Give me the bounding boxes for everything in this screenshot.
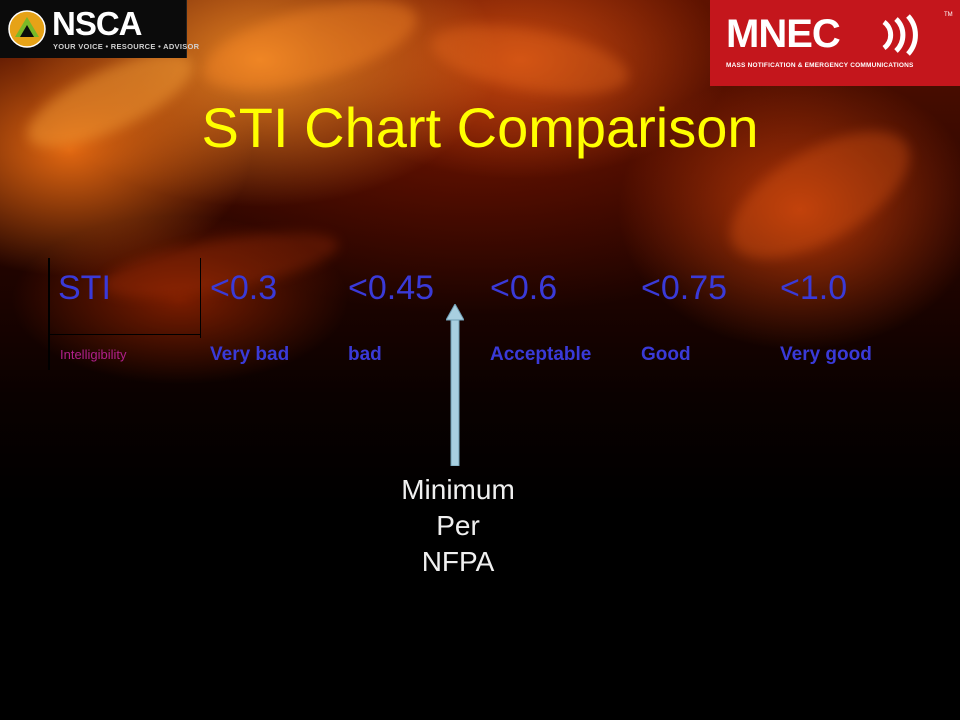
rating-bad: bad — [348, 344, 382, 365]
range-bad: <0.45 — [348, 269, 435, 307]
table-divider-vertical — [200, 258, 201, 338]
rating-good: Good — [641, 344, 691, 365]
caption-line-1: Minimum — [401, 474, 515, 505]
nsca-logo: NSCA YOUR VOICE • RESOURCE • ADVISOR — [0, 0, 199, 58]
caption-line-2: Per — [436, 510, 480, 541]
range-good: <0.75 — [641, 269, 728, 307]
flame-decoration — [426, 13, 634, 107]
minimum-per-nfpa-caption: Minimum Per NFPA — [380, 472, 536, 580]
sti-table: STI <0.3 <0.45 <0.6 <0.75 <1.0 Intelligi… — [48, 258, 910, 370]
slide-title: STI Chart Comparison — [201, 96, 759, 159]
nsca-wordmark: NSCA — [52, 5, 143, 42]
rating-acceptable: Acceptable — [490, 344, 592, 365]
mnec-trademark: TM — [944, 12, 953, 18]
header-label-sti: STI — [58, 269, 111, 307]
table-divider-horizontal — [48, 334, 200, 335]
rating-very-good: Very good — [780, 344, 872, 365]
caption-line-3: NFPA — [421, 546, 495, 577]
nsca-emblem-icon — [8, 10, 46, 48]
mnec-tagline: MASS NOTIFICATION & EMERGENCY COMMUNICAT… — [726, 62, 914, 69]
rating-very-bad: Very bad — [210, 344, 290, 365]
broadcast-waves-icon — [882, 14, 918, 56]
mnec-logo: MNEC TM MASS NOTIFICATION & EMERGENCY CO… — [710, 0, 960, 86]
mnec-wordmark: MNEC — [726, 12, 841, 56]
table-border-left — [48, 258, 50, 370]
range-very-bad: <0.3 — [210, 269, 278, 307]
range-very-good: <1.0 — [780, 269, 848, 307]
flame-decoration — [194, 0, 426, 108]
up-arrow-icon — [446, 304, 464, 466]
range-acceptable: <0.6 — [490, 269, 558, 307]
intelligibility-label: Intelligibility — [60, 347, 127, 362]
nsca-tagline: YOUR VOICE • RESOURCE • ADVISOR — [53, 42, 200, 51]
